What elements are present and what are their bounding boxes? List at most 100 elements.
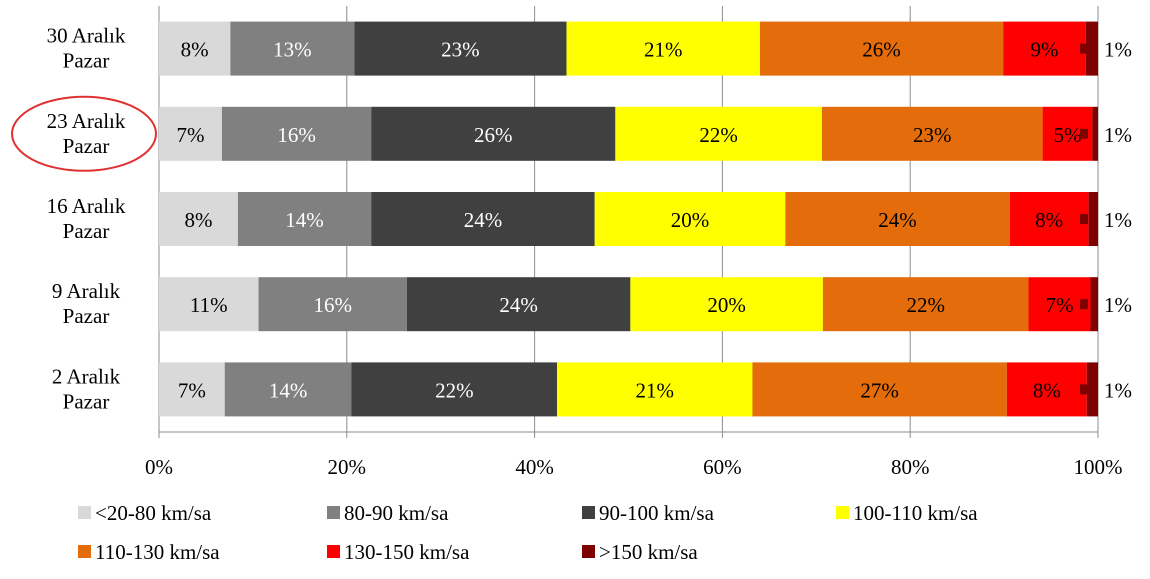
bar-segment bbox=[159, 277, 259, 332]
x-tick-label: 100% bbox=[1074, 455, 1123, 479]
bar-segment bbox=[371, 192, 595, 246]
bar-segments: 8% 13% 23% 21% 26% 9% 1% 7% 16% 26% 22% 23% 5% 1% 8% 14… bbox=[159, 21, 1132, 417]
legend-item-90-100-km-sa: 90-100 km/sa bbox=[582, 501, 715, 525]
bar-segment bbox=[237, 192, 372, 246]
legend-label: >150 km/sa bbox=[599, 540, 698, 564]
bar-segment bbox=[406, 277, 631, 332]
leader-marker bbox=[1080, 299, 1088, 310]
highlight-circle bbox=[11, 95, 157, 172]
legend-swatch bbox=[78, 506, 91, 519]
x-tick-label: 80% bbox=[891, 455, 930, 479]
data-label: 13% bbox=[273, 38, 312, 62]
category-label-line2: Pazar bbox=[63, 219, 110, 243]
category-label-line1: 23 Aralık bbox=[47, 109, 126, 133]
legend-swatch bbox=[78, 545, 91, 558]
data-label: 23% bbox=[913, 123, 952, 147]
bar-segment bbox=[1009, 192, 1089, 246]
data-label: 22% bbox=[699, 123, 738, 147]
leader-marker bbox=[1080, 214, 1088, 224]
legend-item-20-80-km-sa: <20-80 km/sa bbox=[78, 501, 212, 525]
category-label-line2: Pazar bbox=[63, 304, 110, 328]
data-label: 1% bbox=[1104, 123, 1132, 147]
bar-row-9-aral-k-pazar: 11% 16% 24% 20% 22% 7% 1% bbox=[159, 277, 1132, 332]
legend-label: 80-90 km/sa bbox=[344, 501, 449, 525]
data-label: 5% bbox=[1053, 123, 1081, 147]
data-label: 16% bbox=[277, 123, 316, 147]
data-label: 24% bbox=[499, 293, 538, 317]
leader-marker bbox=[1080, 384, 1088, 395]
legend-item-100-110-km-sa: 100-110 km/sa bbox=[836, 501, 978, 525]
category-label-line2: Pazar bbox=[63, 134, 110, 158]
data-label: 20% bbox=[671, 208, 710, 232]
legend-item-110-130-km-sa: 110-130 km/sa bbox=[78, 540, 220, 564]
bar-segment bbox=[159, 106, 222, 161]
data-label: 16% bbox=[313, 293, 352, 317]
bar-segment bbox=[351, 362, 558, 417]
legend: <20-80 km/sa 80-90 km/sa 90-100 km/sa 100-1… bbox=[78, 501, 978, 564]
bar-row-2-aral-k-pazar: 7% 14% 22% 21% 27% 8% 1% bbox=[159, 362, 1132, 417]
bar-segment bbox=[224, 362, 352, 417]
data-label: 1% bbox=[1104, 378, 1132, 402]
bar-segment bbox=[630, 277, 823, 332]
data-label: 24% bbox=[464, 208, 503, 232]
data-label: 1% bbox=[1104, 293, 1132, 317]
data-label: 7% bbox=[176, 123, 204, 147]
data-label: 21% bbox=[636, 378, 675, 402]
bar-segment bbox=[615, 106, 822, 161]
category-label-line1: 16 Aralık bbox=[47, 194, 126, 218]
data-label: 23% bbox=[441, 38, 480, 62]
data-label: 8% bbox=[184, 208, 212, 232]
bar-segment bbox=[258, 277, 407, 332]
bar-row-16-aral-k-pazar: 8% 14% 24% 20% 24% 8% 1% bbox=[159, 192, 1132, 246]
legend-item-130-150-km-sa: 130-150 km/sa bbox=[327, 540, 470, 564]
legend-label: 130-150 km/sa bbox=[344, 540, 470, 564]
bar-segment bbox=[1090, 277, 1098, 332]
legend-swatch bbox=[582, 545, 595, 558]
data-label: 22% bbox=[906, 293, 945, 317]
data-label: 26% bbox=[862, 38, 901, 62]
data-label: 8% bbox=[1033, 378, 1061, 402]
bar-segment bbox=[557, 362, 753, 417]
data-label: 8% bbox=[181, 38, 209, 62]
bar-row-23-aral-k-pazar: 7% 16% 26% 22% 23% 5% 1% bbox=[159, 106, 1132, 161]
bar-segment bbox=[1006, 362, 1087, 417]
category-label-line1: 9 Aralık bbox=[52, 279, 121, 303]
bar-segment bbox=[1088, 192, 1098, 246]
bar-segment bbox=[1086, 362, 1098, 417]
legend-label: <20-80 km/sa bbox=[95, 501, 212, 525]
data-label: 8% bbox=[1035, 208, 1063, 232]
data-label: 14% bbox=[285, 208, 324, 232]
bar-segment bbox=[821, 106, 1043, 161]
category-label-line2: Pazar bbox=[63, 389, 110, 413]
data-label: 11% bbox=[190, 293, 228, 317]
bar-segment bbox=[1085, 21, 1098, 76]
bar-segment bbox=[159, 362, 225, 417]
legend-swatch bbox=[582, 506, 595, 519]
data-label: 24% bbox=[878, 208, 917, 232]
data-label: 27% bbox=[860, 378, 899, 402]
legend-item-80-90-km-sa: 80-90 km/sa bbox=[327, 501, 449, 525]
data-label: 7% bbox=[178, 378, 206, 402]
legend-swatch bbox=[327, 545, 340, 558]
x-tick-label: 40% bbox=[515, 455, 554, 479]
bar-segment bbox=[752, 362, 1007, 417]
legend-label: 90-100 km/sa bbox=[599, 501, 715, 525]
bar-segment bbox=[159, 192, 238, 246]
bar-segment bbox=[221, 106, 372, 161]
bar-row-30-aral-k-pazar: 8% 13% 23% 21% 26% 9% 1% bbox=[159, 21, 1132, 76]
bar-segment bbox=[785, 192, 1010, 246]
data-label: 9% bbox=[1030, 38, 1058, 62]
data-label: 1% bbox=[1104, 38, 1132, 62]
bar-segment bbox=[759, 21, 1004, 76]
data-label: 22% bbox=[435, 378, 474, 402]
category-label-line1: 30 Aralık bbox=[47, 24, 126, 48]
bar-segment bbox=[822, 277, 1029, 332]
legend-swatch bbox=[327, 506, 340, 519]
x-tick-label: 60% bbox=[703, 455, 742, 479]
bar-segment bbox=[159, 21, 231, 76]
category-label-line2: Pazar bbox=[63, 49, 110, 73]
legend-label: 110-130 km/sa bbox=[95, 540, 220, 564]
value-axis: 0% 20% 40% 60% 80% 100% bbox=[145, 431, 1123, 479]
